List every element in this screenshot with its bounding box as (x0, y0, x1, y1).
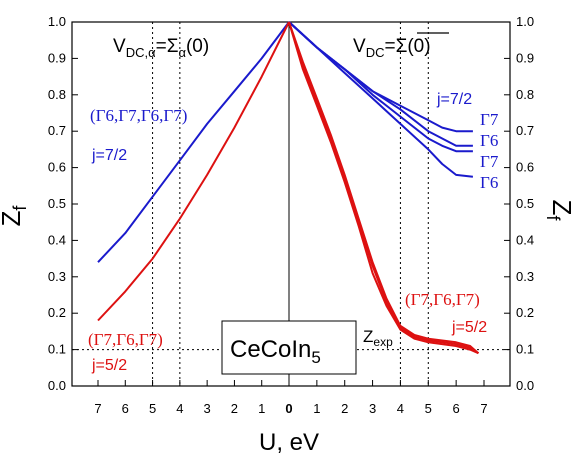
zexp-label: Zexp (363, 327, 393, 349)
right-panel-title: VDC=Σ(0) (353, 36, 431, 60)
y-axis-label-right-sub: f (543, 215, 563, 221)
y-axis-label-right: Zf (543, 200, 573, 222)
x-axis-label: U, eV (259, 429, 319, 456)
x-tick-label: 4 (397, 401, 404, 416)
series-line-right-blue (288, 21, 474, 178)
y-tick-label-right: 0.2 (516, 305, 534, 320)
y-tick-label-left: 0.8 (48, 87, 66, 102)
y-tick-label-right: 0.7 (516, 123, 534, 138)
x-tick-label: 3 (204, 401, 211, 416)
x-tick-label: 7 (480, 401, 487, 416)
red-right-j: j=5/2 (451, 319, 487, 336)
blue-left-gammas: (Γ6,Γ7,Γ6,Γ7) (90, 106, 187, 125)
x-tick-label: 2 (231, 401, 238, 416)
y-axis-label-left: Zf (0, 205, 30, 227)
x-tick-label: 1 (313, 401, 320, 416)
x-tick-label: 4 (176, 401, 183, 416)
y-tick-label-right: 0.1 (516, 342, 534, 357)
y-tick-label-right: 0.0 (516, 378, 534, 393)
x-tick-label: 5 (425, 401, 432, 416)
y-tick-label-left: 0.1 (48, 342, 66, 357)
blue-right-label-2: Γ6 (480, 131, 498, 150)
x-tick-label: 6 (453, 401, 460, 416)
y-tick-label-right: 1.0 (516, 14, 534, 29)
y-tick-label-right: 0.3 (516, 269, 534, 284)
series-line-right-blue (288, 21, 473, 133)
y-tick-label-left: 0.4 (48, 232, 66, 247)
y-tick-label-left: 0.7 (48, 123, 66, 138)
y-tick-label-right: 0.6 (516, 160, 534, 175)
x-tick-label: 7 (94, 401, 101, 416)
y-tick-label-left: 0.2 (48, 305, 66, 320)
series-line-left-blue (97, 21, 290, 263)
blue-right-label-1: Γ7 (480, 110, 499, 129)
x-tick-label: 2 (341, 401, 348, 416)
red-left-j: j=5/2 (91, 357, 127, 374)
y-tick-label-left: 0.5 (48, 196, 66, 211)
compound-box (221, 320, 357, 375)
y-tick-label-right: 0.5 (516, 196, 534, 211)
reference-lines (72, 22, 510, 386)
series-line-right-blue (288, 21, 473, 153)
tick-group: 0.0 0.0 0.1 0.1 0.2 0.2 0.3 0.3 0.4 0.4 0.5 0.5 0.6 0… (48, 14, 534, 416)
y-tick-label-left: 0.0 (48, 378, 66, 393)
blue-left-j: j=7/2 (91, 147, 127, 164)
series-group (97, 21, 480, 355)
blue-right-j: j=7/2 (436, 91, 472, 108)
y-tick-label-left: 1.0 (48, 14, 66, 29)
y-tick-label-right: 0.8 (516, 87, 534, 102)
y-axis-label-left-sub: f (10, 205, 30, 211)
x-tick-label: 5 (149, 401, 156, 416)
x-tick-label: 6 (122, 401, 129, 416)
y-tick-label-right: 0.9 (516, 50, 534, 65)
blue-right-label-3: Γ7 (480, 152, 499, 171)
red-right-gammas: (Γ7,Γ6,Γ7) (405, 290, 480, 309)
x-tick-label: 0 (285, 401, 292, 416)
series-line-right-red (288, 21, 480, 354)
left-panel-title: VDC,α=Σα(0) (113, 36, 209, 60)
y-tick-label-left: 0.9 (48, 50, 66, 65)
red-left-gammas: (Γ7,Γ6,Γ7) (88, 330, 163, 349)
y-tick-label-right: 0.4 (516, 232, 534, 247)
y-tick-label-left: 0.6 (48, 160, 66, 175)
series-line-right-blue (288, 21, 473, 147)
compound-label: CeCoIn5 (230, 336, 321, 367)
y-tick-label-left: 0.3 (48, 269, 66, 284)
series-line-left-red (97, 21, 290, 322)
blue-right-label-4: Γ6 (480, 173, 498, 192)
x-tick-label: 3 (369, 401, 376, 416)
series-line-right-red (288, 21, 479, 355)
x-tick-label: 1 (258, 401, 265, 416)
series-line-right-red (288, 21, 479, 355)
